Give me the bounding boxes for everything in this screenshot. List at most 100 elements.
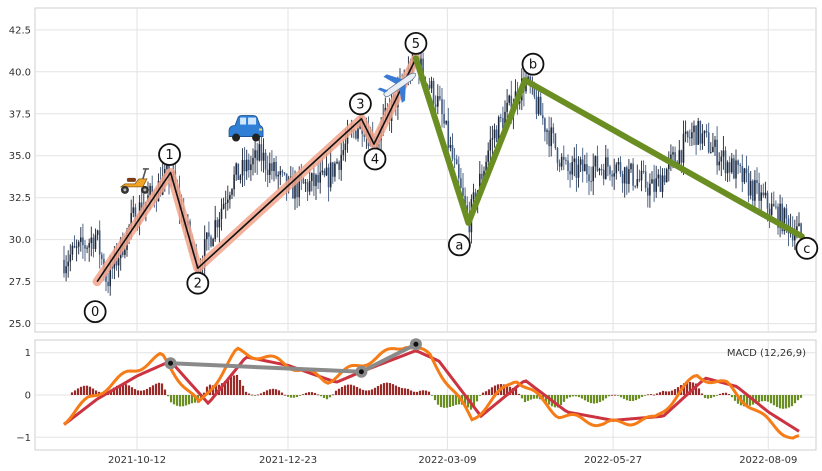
candle-body	[69, 254, 72, 262]
candle-body	[208, 232, 210, 237]
candle-body	[493, 129, 496, 139]
candle-body	[752, 180, 754, 201]
candle-body	[510, 95, 513, 117]
macd-histogram-bar	[622, 395, 626, 399]
candle-body	[491, 138, 494, 140]
candle-body	[758, 183, 760, 201]
macd-histogram-bar	[403, 388, 407, 395]
macd-histogram-bar	[787, 395, 791, 408]
candle-body	[90, 237, 93, 244]
macd-histogram-bar	[664, 391, 668, 395]
macd-histogram-bar	[76, 388, 80, 395]
macd-histogram-bar	[397, 387, 401, 395]
candle-body	[537, 96, 540, 115]
macd-histogram-bar	[652, 394, 656, 396]
macd-histogram-bar	[619, 395, 623, 398]
wave-label: 2	[194, 277, 202, 292]
candle-body	[596, 156, 599, 171]
macd-histogram-bar	[454, 395, 458, 405]
macd-histogram-bar	[586, 395, 590, 402]
candle-body	[642, 170, 645, 172]
candle-body	[630, 163, 632, 170]
candle-body	[743, 168, 746, 183]
macd-histogram-bar	[478, 395, 482, 396]
candle-body	[726, 162, 729, 174]
macd-histogram-bar	[673, 389, 677, 395]
macd-histogram-bar	[364, 390, 368, 395]
candle-body	[250, 164, 252, 171]
candle-body	[590, 181, 592, 183]
macd-histogram-bar	[529, 395, 533, 400]
candle-body	[651, 179, 653, 184]
macd-histogram-bar	[355, 386, 359, 395]
macd-histogram-bar	[178, 395, 182, 407]
candle-body	[449, 144, 452, 148]
candle-body	[67, 261, 69, 267]
macd-histogram-bar	[709, 395, 713, 399]
candle-body	[224, 202, 227, 204]
wave-label: 4	[371, 152, 379, 167]
candle-body	[644, 171, 647, 188]
candle-body	[594, 156, 597, 167]
macd-histogram-bar	[382, 383, 386, 395]
candle-body	[485, 161, 487, 171]
macd-histogram-bar	[430, 395, 434, 396]
macd-histogram-bar	[427, 391, 431, 395]
candle-body	[621, 173, 624, 184]
candle-body	[487, 150, 489, 162]
price-y-tick-label: 30.0	[9, 235, 31, 246]
candle-body	[527, 76, 529, 80]
candle-body	[720, 156, 723, 162]
wave-label-circle	[521, 52, 545, 76]
candle-body	[565, 159, 567, 161]
macd-histogram-bar	[625, 395, 629, 401]
macd-histogram-bar	[88, 386, 92, 395]
macd-histogram-bar	[784, 395, 788, 409]
candle-body	[573, 158, 576, 163]
macd-histogram-bar	[337, 388, 341, 395]
macd-histogram-bar	[91, 388, 95, 395]
macd-histogram-bar	[274, 389, 278, 395]
candle-body	[283, 172, 286, 174]
candle-body	[581, 159, 584, 172]
macd-histogram-bar	[517, 393, 521, 395]
candle-body	[149, 185, 151, 196]
candle-body	[686, 131, 689, 138]
candle-body	[552, 127, 555, 134]
macd-histogram-bar	[733, 395, 737, 401]
candle-body	[798, 223, 800, 227]
x-tick-label: 2021-12-23	[259, 455, 317, 466]
macd-histogram-bar	[766, 395, 770, 402]
candle-body	[756, 180, 758, 184]
candle-body	[567, 160, 569, 172]
macd-histogram-bar	[634, 395, 638, 401]
macd-histogram-bar	[334, 390, 338, 395]
candle-body	[489, 139, 492, 151]
macd-histogram-bar	[262, 391, 266, 395]
candle-body	[741, 166, 744, 183]
candle-body	[682, 133, 685, 163]
macd-histogram-bar	[616, 395, 620, 396]
macd-histogram-bar	[796, 395, 800, 401]
candle-body	[533, 83, 536, 97]
candle-body	[707, 132, 710, 153]
candle-body	[794, 233, 796, 241]
macd-histogram-bar	[343, 385, 347, 395]
candle-body	[747, 173, 750, 196]
macd-histogram-bar	[151, 385, 155, 395]
candle-body	[151, 185, 153, 193]
macd-histogram-bar	[154, 383, 158, 395]
macd-histogram-bar	[745, 395, 749, 407]
candle-body	[647, 187, 649, 196]
macd-histogram-bar	[649, 394, 653, 395]
macd-histogram-bar	[286, 395, 290, 397]
macd-histogram-bar	[772, 395, 776, 406]
macd-histogram-bar	[598, 395, 602, 403]
candle-body	[556, 148, 559, 163]
candle-body	[203, 239, 206, 268]
candle-body	[302, 178, 305, 184]
candle-body	[245, 159, 248, 172]
candle-body	[273, 162, 275, 172]
macd-histogram-bar	[379, 384, 383, 395]
candle-body	[749, 180, 752, 196]
